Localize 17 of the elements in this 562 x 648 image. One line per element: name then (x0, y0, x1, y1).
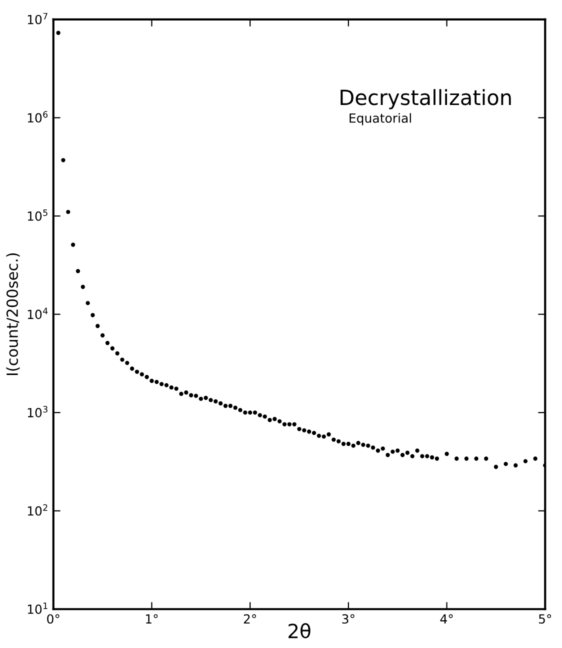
annotation: Equatorial (350, 113, 411, 126)
y-tick-label: 10$^{4}$ (28, 308, 48, 320)
x-tick-label: 5° (539, 614, 552, 624)
x-tick-label: 1° (146, 614, 158, 624)
y-tick-label: 10$^{7}$ (28, 12, 48, 24)
y-tick-label: 10$^{1}$ (28, 602, 48, 614)
y-tick-label: 10$^{2}$ (28, 504, 48, 516)
y-tick-label: 10$^{3}$ (28, 406, 48, 418)
x-axis-title: 2θ (288, 623, 310, 638)
y-axis-title: I(count/200sec.) (6, 253, 20, 376)
annotation: Decrystallization (340, 89, 511, 110)
x-tick-label: 2° (244, 614, 256, 624)
x-tick-label: 0° (47, 614, 60, 624)
x-tick-label: 3° (342, 614, 354, 624)
y-tick-label: 10$^{5}$ (28, 210, 48, 221)
y-tick-label: 10$^{6}$ (28, 111, 48, 123)
x-tick-label: 4° (440, 614, 453, 624)
